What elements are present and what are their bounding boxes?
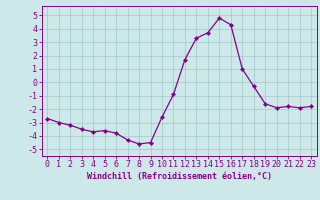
- X-axis label: Windchill (Refroidissement éolien,°C): Windchill (Refroidissement éolien,°C): [87, 172, 272, 181]
